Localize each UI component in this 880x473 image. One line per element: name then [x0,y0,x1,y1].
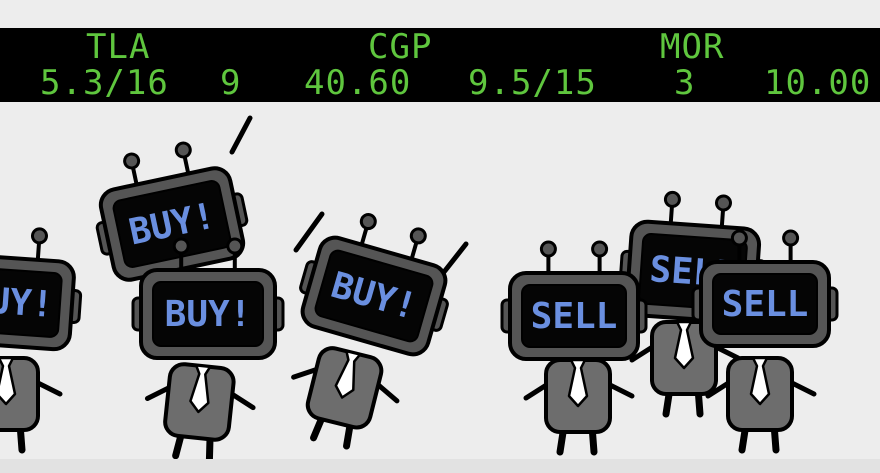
robot-2: BUY! [95,141,249,282]
robot-body [705,356,817,454]
ticker-value-3: 40.60 [304,63,412,103]
robot-sign-text: BUY! [0,279,55,326]
tie-icon [334,349,362,399]
ticker-symbol-mor: MOR [660,27,725,67]
robot-head: BUY! [0,227,83,352]
raised-arm [441,241,469,275]
robot-3: BUY! [131,237,285,463]
tie-icon [0,356,17,406]
tie-icon [673,320,695,370]
robot-sign-text: SELL [531,296,618,337]
robot-sign-text: BUY! [165,294,252,335]
robot-body [629,320,741,418]
robot-head: SELL [691,229,839,348]
ticker-value-4: 9.5/15 [468,63,597,103]
raised-arm [229,115,253,155]
ticker-value-2: 9 [220,63,242,103]
raised-arm [293,211,325,253]
ticker-value-5: 3 [674,63,696,103]
tie-icon [189,364,212,414]
robot-4: BUY! [291,213,449,450]
robot-head: BUY! [95,141,249,282]
floor-strip [0,459,880,473]
ticker-symbol-cgp: CGP [368,27,433,67]
robot-head: BUY! [299,213,449,357]
robot-body [523,358,635,456]
tie-icon [567,358,589,408]
robot-head: BUY! [131,237,285,360]
ticker-value-1: 5.3/16 [40,63,169,103]
robot-5: SELL [500,240,648,456]
robot-7: SELL [691,229,839,454]
robot-body [291,346,400,450]
robot-body [144,362,256,463]
ticker-value-6: 10.00 [764,63,872,103]
robot-head: SELL [500,240,648,361]
robot-1: BUY! [0,227,83,454]
robot-body [0,356,63,454]
robot-sign-text: SELL [722,284,809,325]
ticker-symbol-tla: TLA [86,27,151,67]
tie-icon [749,356,771,406]
stock-ticker: TLA CGP MOR 5.3/16 9 40.60 9.5/15 3 10.0… [0,28,880,102]
